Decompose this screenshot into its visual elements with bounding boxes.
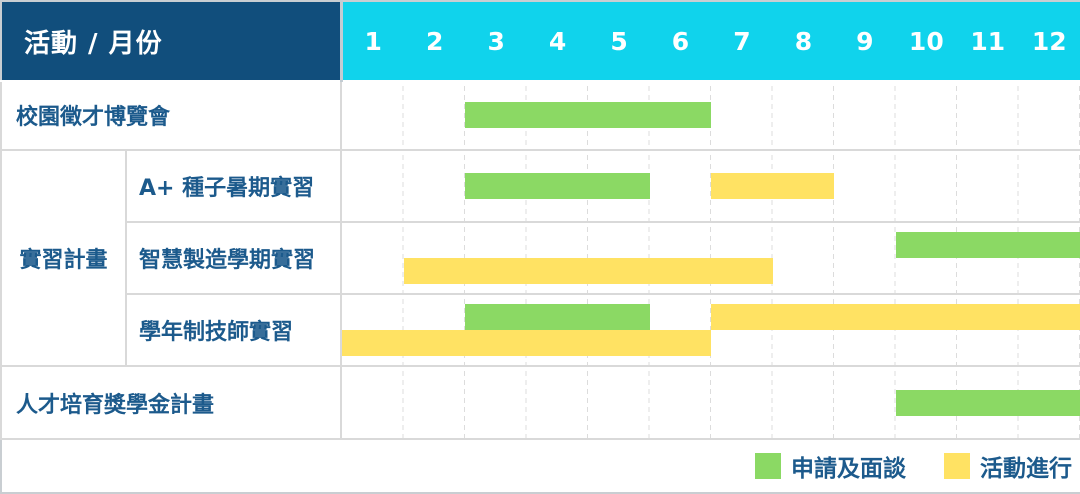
legend-swatch-application-interview [755,452,782,479]
month-label-9: 9 [856,26,874,56]
task-row: 智慧製造學期實習 [1,220,1080,296]
gantt-bar [403,258,773,285]
legend-cell: 申請及面談 活動進行 [1,438,1080,493]
gantt-bar [711,172,835,199]
month-label-7: 7 [733,26,751,56]
header-row: 活動 / 月份 1 2 3 4 5 6 7 8 9 10 11 12 [1,1,1080,83]
gantt-bar [465,102,712,129]
month-header: 1 2 3 4 5 6 7 8 9 10 11 12 [341,1,1080,83]
group-label-internship-program: 實習計畫 [0,148,127,368]
task-row: 實習計畫 A+ 種子暑期實習 [0,148,1080,368]
task-label-scholarship-program: 人才培育獎學金計畫 [0,365,343,440]
gantt-bar [465,304,650,331]
gantt-bar [895,389,1080,416]
legend-swatch-activity-ongoing [944,452,971,479]
month-label-6: 6 [671,26,690,56]
month-label-8: 8 [794,26,813,56]
month-label-2: 2 [425,26,444,56]
month-label-4: 4 [548,26,567,56]
header-corner-cell: 活動 / 月份 [1,1,343,83]
legend: 申請及面談 活動進行 [2,449,1080,483]
month-label-10: 10 [908,26,944,56]
task-label-career-fair: 校園徵才博覽會 [0,80,343,151]
gantt-track [340,220,1080,296]
month-label-1: 1 [364,26,382,56]
gantt-bar [711,304,1080,331]
month-label-11: 11 [970,26,1006,56]
task-row: 人才培育獎學金計畫 [0,365,1080,440]
gantt-track [340,293,1080,368]
gantt-bar [342,330,712,357]
task-row: 學年制技師實習 [1,293,1080,368]
gantt-track [340,80,1080,151]
gantt-track [340,365,1080,440]
legend-label-application-interview: 申請及面談 [791,455,907,482]
month-label-3: 3 [487,26,505,56]
legend-label-activity-ongoing: 活動進行 [980,455,1073,482]
task-label-yearlong-technician-internship: 學年制技師實習 [124,293,343,368]
month-label-12: 12 [1031,26,1067,56]
gantt-track [340,148,1080,223]
task-label-summer-internship: A+ 種子暑期實習 [124,148,343,223]
gantt-bar [895,231,1080,258]
legend-row: 申請及面談 活動進行 [1,438,1080,493]
task-label-semester-internship: 智慧製造學期實習 [124,220,343,296]
month-label-5: 5 [610,26,628,56]
month-labels: 1 2 3 4 5 6 7 8 9 10 11 12 [343,2,1080,80]
task-row: 校園徵才博覽會 [0,80,1080,151]
gantt-bar [465,172,650,199]
